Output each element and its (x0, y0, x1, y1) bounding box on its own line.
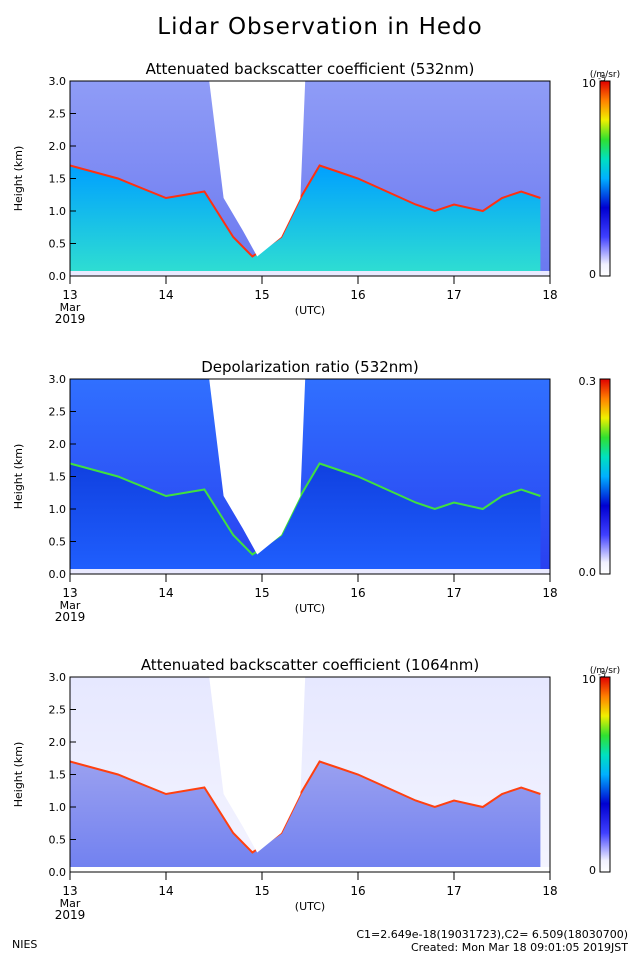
x-tick-label: 14 (158, 884, 173, 898)
no-data-region (209, 677, 306, 853)
x-tick-label: 18 (542, 288, 557, 302)
colorbar-min-label: 0.0 (579, 566, 597, 579)
y-tick-label: 2.5 (49, 406, 67, 419)
y-tick-label: 0.0 (49, 568, 67, 581)
boundary-layer-top-line (69, 164, 541, 258)
no-data-region (209, 379, 306, 555)
x-tick-label: 13 (62, 586, 77, 600)
boundary-layer-region (70, 463, 541, 574)
x-tick-label: 16 (350, 288, 365, 302)
calibration-text: C1=2.649e-18(19031723),C2= 6.509(1803070… (356, 928, 628, 941)
x-month-label: Mar (60, 301, 81, 314)
x-month-label: Mar (60, 897, 81, 910)
y-axis-label: Height (km) (12, 742, 25, 808)
x-tick-label: 15 (254, 884, 269, 898)
boundary-layer-region (70, 761, 541, 872)
y-tick-label: 0.0 (49, 270, 67, 283)
x-axis-label: (UTC) (295, 304, 325, 317)
y-axis-label: Height (km) (12, 146, 25, 212)
x-tick-label: 15 (254, 586, 269, 600)
colorbar-max-label: 10 (582, 77, 596, 90)
no-data-region (209, 81, 306, 257)
y-tick-label: 1.0 (49, 205, 67, 218)
x-tick-label: 13 (62, 288, 77, 302)
y-tick-label: 0.5 (49, 536, 67, 549)
chart-panel-2: Depolarization ratio (532nm) 0.0 0.5 1.0 1.5… (12, 358, 611, 624)
y-tick-label: 3.0 (49, 671, 67, 684)
ground-strip (70, 867, 550, 872)
y-tick-label: 0.5 (49, 834, 67, 847)
panel-title: Depolarization ratio (532nm) (201, 358, 419, 376)
ground-strip (70, 271, 550, 276)
x-tick-label: 16 (350, 586, 365, 600)
colorbar (599, 676, 611, 873)
boundary-layer-region (70, 165, 541, 276)
y-tick-label: 0.5 (49, 238, 67, 251)
colorbar-exponent: -5 (598, 670, 606, 679)
x-tick-label: 17 (446, 586, 461, 600)
boundary-layer-top-line (69, 760, 541, 854)
y-tick-label: 1.5 (49, 173, 67, 186)
y-tick-label: 0.0 (49, 866, 67, 879)
organization-label: NIES (12, 938, 38, 951)
y-tick-label: 2.5 (49, 704, 67, 717)
y-tick-label: 2.0 (49, 438, 67, 451)
colorbar-unit: (/m/sr) (590, 70, 620, 80)
x-month-label: Mar (60, 599, 81, 612)
x-year-label: 2019 (55, 312, 86, 326)
colorbar-exponent: -5 (598, 74, 606, 83)
ground-strip (70, 569, 550, 574)
colorbar-max-label: 10 (582, 673, 596, 686)
y-tick-label: 2.5 (49, 108, 67, 121)
panel-title: Attenuated backscatter coefficient (1064… (141, 656, 479, 674)
chart-panel-1: Attenuated backscatter coefficient (532n… (12, 60, 620, 326)
y-tick-label: 3.0 (49, 373, 67, 386)
y-tick-label: 2.0 (49, 140, 67, 153)
y-tick-label: 1.5 (49, 769, 67, 782)
panel-title: Attenuated backscatter coefficient (532n… (146, 60, 475, 78)
x-tick-label: 14 (158, 586, 173, 600)
x-tick-label: 18 (542, 586, 557, 600)
chart-panel-3: Attenuated backscatter coefficient (1064… (12, 656, 620, 922)
y-tick-label: 1.0 (49, 503, 67, 516)
x-year-label: 2019 (55, 610, 86, 624)
x-axis-label: (UTC) (295, 602, 325, 615)
x-tick-label: 17 (446, 288, 461, 302)
y-tick-label: 1.0 (49, 801, 67, 814)
created-timestamp: Created: Mon Mar 18 09:01:05 2019JST (410, 941, 628, 954)
colorbar-unit: (/m/sr) (590, 666, 620, 676)
colorbar-min-label: 0 (589, 268, 596, 281)
colorbar (599, 80, 611, 277)
colorbar-min-label: 0 (589, 864, 596, 877)
x-axis-label: (UTC) (295, 900, 325, 913)
x-tick-label: 17 (446, 884, 461, 898)
boundary-layer-top-line (69, 462, 541, 556)
y-tick-label: 1.5 (49, 471, 67, 484)
y-axis-label: Height (km) (12, 444, 25, 510)
x-tick-label: 16 (350, 884, 365, 898)
page-title: Lidar Observation in Hedo (157, 14, 483, 40)
x-tick-label: 13 (62, 884, 77, 898)
x-year-label: 2019 (55, 908, 86, 922)
x-tick-label: 15 (254, 288, 269, 302)
colorbar (599, 378, 611, 575)
y-tick-label: 2.0 (49, 736, 67, 749)
colorbar-max-label: 0.3 (579, 375, 597, 388)
x-tick-label: 14 (158, 288, 173, 302)
y-tick-label: 3.0 (49, 75, 67, 88)
x-tick-label: 18 (542, 884, 557, 898)
